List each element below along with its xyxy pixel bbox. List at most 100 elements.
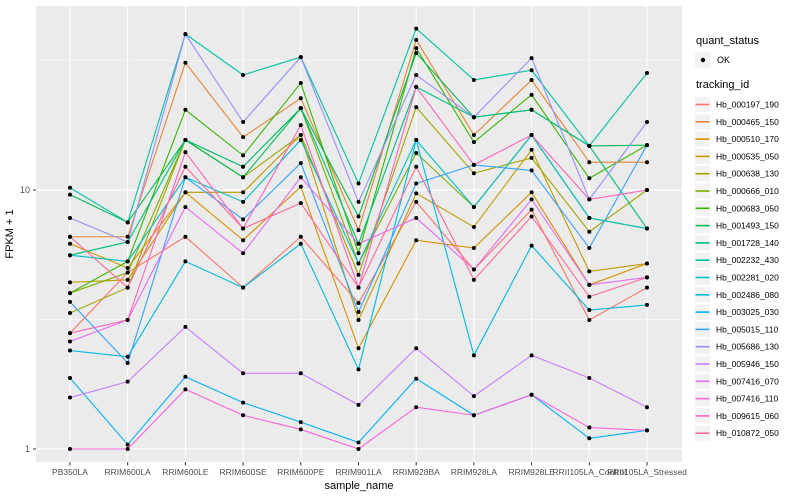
- data-point: [298, 137, 303, 142]
- data-point: [183, 387, 188, 392]
- data-point: [298, 161, 303, 166]
- legend-item-label: Hb_000638_130: [716, 169, 779, 179]
- data-point: [125, 270, 130, 275]
- data-point: [298, 234, 303, 239]
- data-point: [68, 395, 72, 400]
- legend-item-label: Hb_001493_150: [716, 221, 779, 231]
- data-point: [529, 107, 534, 112]
- data-point: [125, 277, 130, 282]
- data-point: [587, 425, 592, 430]
- legend-item-label: Hb_000465_150: [716, 117, 779, 127]
- data-point: [68, 348, 72, 353]
- data-point: [183, 164, 188, 169]
- data-point: [125, 354, 130, 359]
- data-point: [356, 241, 361, 246]
- data-point: [68, 253, 72, 258]
- data-point: [241, 285, 246, 290]
- data-point: [241, 226, 246, 231]
- y-axis-title: FPKM + 1: [4, 209, 16, 258]
- data-point: [183, 175, 188, 180]
- data-point: [241, 135, 246, 140]
- data-point: [414, 105, 419, 110]
- data-point: [414, 84, 419, 89]
- data-point: [183, 107, 188, 112]
- legend-item-Hb_000535_050: Hb_000535_050: [695, 148, 779, 164]
- x-axis-title: sample_name: [324, 480, 393, 492]
- data-point: [356, 228, 361, 233]
- data-point: [356, 181, 361, 186]
- data-point: [414, 164, 419, 169]
- x-tick-label: PB350LA: [52, 467, 88, 477]
- legend-item-label: Hb_007416_110: [716, 394, 779, 404]
- data-point: [587, 197, 592, 202]
- data-point: [529, 147, 534, 152]
- data-point: [125, 447, 130, 451]
- data-point: [125, 317, 130, 322]
- data-point: [471, 413, 476, 418]
- data-point: [241, 199, 246, 204]
- data-point: [414, 238, 419, 243]
- data-point: [529, 353, 534, 358]
- data-point: [414, 150, 419, 155]
- legend-item-Hb_007416_070: Hb_007416_070: [695, 373, 779, 389]
- data-point: [529, 92, 534, 97]
- data-point: [183, 137, 188, 142]
- data-point: [529, 168, 534, 173]
- data-point: [68, 331, 72, 336]
- data-point: [471, 77, 476, 82]
- data-point: [645, 302, 649, 307]
- data-point: [645, 285, 649, 290]
- data-point: [414, 376, 419, 381]
- legend-item-Hb_000666_010: Hb_000666_010: [695, 183, 779, 199]
- data-point: [356, 346, 361, 351]
- legend-tracking-id-title: tracking_id: [696, 79, 749, 91]
- data-point: [587, 294, 592, 299]
- data-point: [414, 346, 419, 351]
- data-point: [414, 137, 419, 142]
- legend-item-Hb_002281_020: Hb_002281_020: [695, 270, 779, 285]
- data-point: [471, 140, 476, 145]
- y-tick-label: 10: [20, 185, 30, 195]
- x-tick-label: RRIM928LE: [508, 467, 555, 477]
- data-point: [68, 185, 72, 190]
- data-point: [471, 224, 476, 229]
- data-point: [183, 150, 188, 155]
- x-tick-label: RRIM928BA: [393, 467, 441, 477]
- data-point: [241, 251, 246, 256]
- data-point: [183, 259, 188, 264]
- data-point: [356, 440, 361, 445]
- x-tick-label: RRII105LA_Stressed: [607, 467, 687, 477]
- data-point: [471, 353, 476, 358]
- data-point: [587, 160, 592, 165]
- x-tick-label: RRIM901LA: [335, 467, 382, 477]
- data-point: [471, 162, 476, 167]
- legend-item-label: Hb_005946_150: [716, 359, 779, 369]
- legend-item-label: Hb_000666_010: [716, 186, 779, 196]
- data-point: [356, 261, 361, 266]
- data-point: [183, 204, 188, 209]
- legend-item-label: Hb_002486_080: [716, 290, 779, 300]
- data-point: [183, 234, 188, 239]
- legend-point-icon: [700, 57, 706, 63]
- data-point: [587, 375, 592, 380]
- data-point: [125, 239, 130, 244]
- legend-quant-status-title: quant_status: [696, 35, 759, 47]
- data-point: [471, 277, 476, 282]
- data-point: [587, 176, 592, 181]
- data-point: [414, 46, 419, 51]
- data-point: [471, 394, 476, 399]
- data-point: [125, 285, 130, 290]
- data-point: [125, 234, 130, 239]
- legend-item-label: Hb_000510_170: [716, 134, 779, 144]
- data-point: [356, 251, 361, 256]
- legend-item-Hb_010872_050: Hb_010872_050: [695, 425, 779, 441]
- data-point: [298, 55, 303, 60]
- data-point: [529, 68, 534, 73]
- data-point: [529, 56, 534, 61]
- data-point: [356, 214, 361, 219]
- data-point: [125, 259, 130, 264]
- data-point: [414, 199, 419, 204]
- legend-item-Hb_002232_430: Hb_002232_430: [695, 252, 779, 268]
- data-point: [645, 160, 649, 165]
